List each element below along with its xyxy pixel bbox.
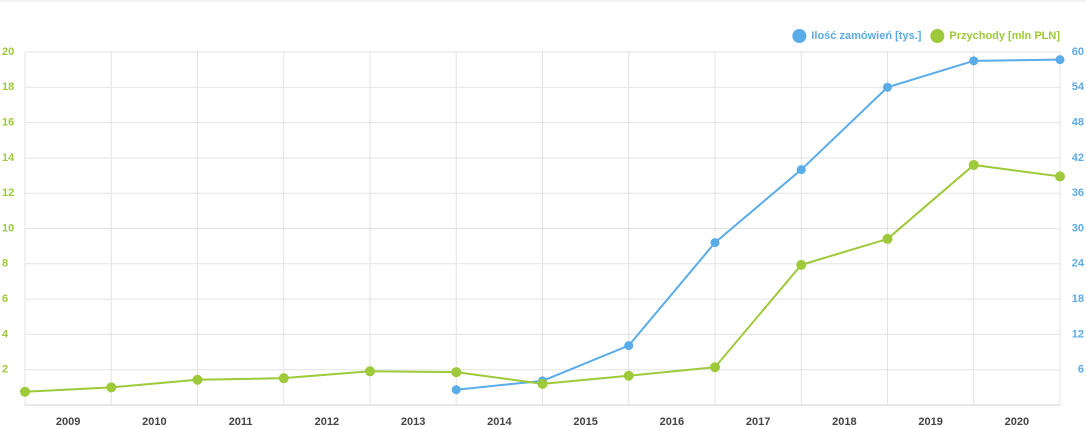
y-tick-label: 12 bbox=[2, 187, 14, 199]
legend-label: Ilość zamówień [tys.] bbox=[811, 30, 921, 42]
data-point bbox=[883, 82, 892, 92]
y-tick-label: 18 bbox=[2, 81, 14, 93]
data-point bbox=[451, 367, 462, 378]
y2-tick-label: 30 bbox=[1072, 222, 1084, 234]
x-tick-label: 2010 bbox=[142, 416, 166, 428]
data-point bbox=[796, 165, 806, 175]
data-point bbox=[624, 341, 634, 351]
y2-tick-label: 42 bbox=[1072, 152, 1084, 164]
x-tick-label: 2017 bbox=[746, 416, 770, 428]
y-tick-label: 6 bbox=[2, 293, 8, 305]
y-tick-label: 20 bbox=[2, 46, 14, 58]
y-tick-label: 14 bbox=[2, 152, 15, 164]
y2-tick-label: 36 bbox=[1072, 187, 1084, 199]
x-tick-label: 2016 bbox=[660, 416, 684, 428]
data-point bbox=[20, 386, 30, 397]
x-tick-label: 2019 bbox=[918, 416, 942, 428]
y2-tick-label: 18 bbox=[1072, 293, 1084, 305]
data-point bbox=[537, 378, 548, 389]
x-tick-label: 2012 bbox=[315, 416, 339, 428]
x-tick-label: 2013 bbox=[401, 416, 425, 428]
series-line bbox=[456, 58, 1061, 391]
y-tick-label: 10 bbox=[2, 222, 14, 234]
x-tick-label: 2014 bbox=[487, 416, 512, 428]
data-point bbox=[1055, 55, 1065, 65]
data-point bbox=[623, 370, 634, 381]
x-tick-label: 2011 bbox=[229, 416, 253, 428]
y-tick-label: 16 bbox=[2, 117, 14, 129]
data-point bbox=[278, 373, 289, 384]
data-point bbox=[968, 159, 979, 170]
y-tick-label: 4 bbox=[2, 328, 9, 340]
y-tick-label: 8 bbox=[2, 258, 8, 270]
x-tick-label: 2018 bbox=[832, 416, 856, 428]
x-tick-label: 2009 bbox=[56, 416, 80, 428]
data-point bbox=[1055, 171, 1065, 182]
y2-tick-label: 60 bbox=[1072, 46, 1084, 58]
y2-tick-label: 24 bbox=[1072, 258, 1085, 270]
y2-tick-label: 54 bbox=[1072, 81, 1085, 93]
y2-tick-label: 48 bbox=[1072, 117, 1084, 129]
data-point bbox=[882, 233, 893, 244]
y-tick-label: 2 bbox=[2, 364, 8, 376]
legend-marker bbox=[792, 29, 807, 43]
data-point bbox=[710, 362, 720, 373]
legend-marker bbox=[930, 29, 945, 43]
data-point bbox=[106, 382, 117, 393]
data-point bbox=[451, 385, 461, 395]
y2-tick-label: 6 bbox=[1078, 364, 1084, 376]
data-point bbox=[192, 374, 203, 385]
data-point bbox=[796, 259, 807, 270]
data-point bbox=[969, 56, 979, 66]
x-tick-label: 2020 bbox=[1005, 416, 1029, 428]
x-tick-label: 2015 bbox=[573, 416, 597, 428]
y2-tick-label: 12 bbox=[1072, 328, 1084, 340]
legend-label: Przychody [mln PLN] bbox=[949, 30, 1060, 42]
data-point bbox=[710, 238, 720, 248]
data-point bbox=[365, 366, 375, 377]
